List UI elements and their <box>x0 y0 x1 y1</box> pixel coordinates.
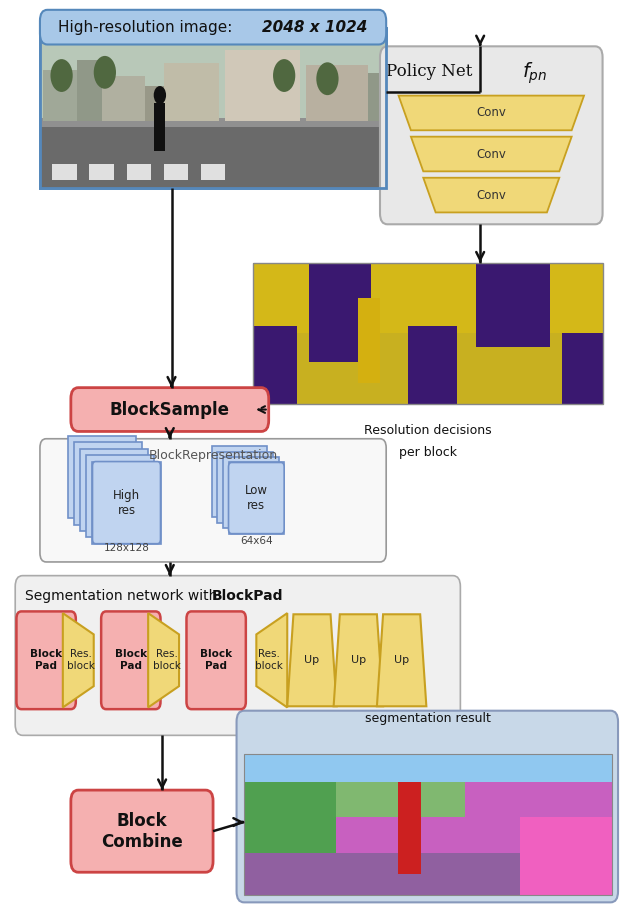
Text: 128x128: 128x128 <box>104 543 149 553</box>
Bar <box>201 164 225 180</box>
FancyBboxPatch shape <box>380 47 603 224</box>
Text: segmentation result: segmentation result <box>365 712 491 726</box>
Text: High-resolution image:: High-resolution image: <box>58 20 238 35</box>
Bar <box>164 63 219 121</box>
Bar <box>212 446 268 517</box>
Bar <box>359 298 380 383</box>
Bar <box>68 436 136 518</box>
Bar <box>43 69 77 121</box>
FancyBboxPatch shape <box>237 711 618 902</box>
Bar <box>336 754 465 817</box>
Polygon shape <box>148 613 179 707</box>
Polygon shape <box>377 614 426 707</box>
Text: Up: Up <box>351 655 366 665</box>
Bar <box>52 164 77 180</box>
Polygon shape <box>399 96 584 131</box>
Bar <box>86 455 154 537</box>
Bar <box>74 442 142 525</box>
Text: BlockRepresentation: BlockRepresentation <box>148 449 278 462</box>
Bar <box>40 121 386 187</box>
FancyBboxPatch shape <box>229 462 284 534</box>
Bar <box>145 86 164 121</box>
Circle shape <box>94 56 116 89</box>
Text: Conv: Conv <box>477 147 506 161</box>
FancyBboxPatch shape <box>15 576 460 736</box>
FancyBboxPatch shape <box>71 388 269 431</box>
Text: Res.
block: Res. block <box>255 650 283 671</box>
FancyBboxPatch shape <box>40 10 386 45</box>
Text: Res.
block: Res. block <box>67 650 95 671</box>
Bar <box>92 462 161 544</box>
Bar <box>223 457 279 528</box>
FancyBboxPatch shape <box>71 790 213 872</box>
Text: BlockSample: BlockSample <box>110 400 230 419</box>
Bar <box>126 164 151 180</box>
Text: $f_{pn}$: $f_{pn}$ <box>522 61 547 87</box>
Polygon shape <box>411 137 571 171</box>
Bar <box>225 50 300 121</box>
Text: Policy Net: Policy Net <box>386 63 473 80</box>
Text: BlockPad: BlockPad <box>211 589 283 602</box>
Bar <box>244 853 612 895</box>
Bar <box>229 462 284 534</box>
Text: per block: per block <box>399 446 457 459</box>
FancyBboxPatch shape <box>187 611 246 709</box>
Bar <box>253 262 603 404</box>
Circle shape <box>50 59 73 92</box>
FancyBboxPatch shape <box>16 611 76 709</box>
Text: 64x64: 64x64 <box>240 536 273 546</box>
Bar <box>40 118 386 127</box>
Text: Conv: Conv <box>477 188 506 202</box>
Bar <box>253 262 603 404</box>
Circle shape <box>317 62 338 95</box>
Text: Block
Pad: Block Pad <box>200 650 232 671</box>
Bar <box>520 817 612 895</box>
FancyBboxPatch shape <box>101 611 161 709</box>
Bar <box>244 754 612 895</box>
Text: 2048 x 1024: 2048 x 1024 <box>263 20 367 35</box>
Text: Up: Up <box>305 655 320 665</box>
Bar <box>253 326 296 404</box>
Bar <box>408 326 457 404</box>
Text: Block
Combine: Block Combine <box>101 812 183 851</box>
Polygon shape <box>287 614 337 707</box>
Bar <box>40 28 386 187</box>
Bar <box>399 781 421 874</box>
Text: Low
res: Low res <box>245 484 268 512</box>
Bar <box>102 76 145 121</box>
Bar <box>154 103 165 151</box>
Text: Res.
block: Res. block <box>153 650 181 671</box>
Text: Block
Pad: Block Pad <box>115 650 147 671</box>
Polygon shape <box>256 613 287 707</box>
Bar <box>77 60 102 121</box>
Bar <box>563 334 603 404</box>
Polygon shape <box>423 177 560 212</box>
Bar <box>306 65 367 121</box>
Bar <box>89 164 114 180</box>
Bar <box>367 73 417 121</box>
Text: Conv: Conv <box>477 106 506 120</box>
Bar <box>244 754 336 853</box>
Bar <box>244 754 612 781</box>
Text: Resolution decisions: Resolution decisions <box>364 424 492 437</box>
FancyBboxPatch shape <box>40 439 386 562</box>
Text: Block
Pad: Block Pad <box>30 650 62 671</box>
Bar <box>40 28 386 187</box>
Text: High
res: High res <box>113 489 140 516</box>
Bar <box>40 28 386 121</box>
Text: Up: Up <box>394 655 409 665</box>
Circle shape <box>154 86 166 104</box>
Bar <box>253 262 603 334</box>
Bar <box>309 262 371 362</box>
Polygon shape <box>63 613 94 707</box>
Bar <box>244 754 612 895</box>
Text: Segmentation network with: Segmentation network with <box>25 589 222 602</box>
Bar <box>164 164 188 180</box>
FancyBboxPatch shape <box>92 462 161 544</box>
Polygon shape <box>333 614 383 707</box>
Circle shape <box>273 59 295 92</box>
Bar <box>217 452 273 523</box>
Bar <box>80 449 148 531</box>
Bar <box>476 262 550 347</box>
